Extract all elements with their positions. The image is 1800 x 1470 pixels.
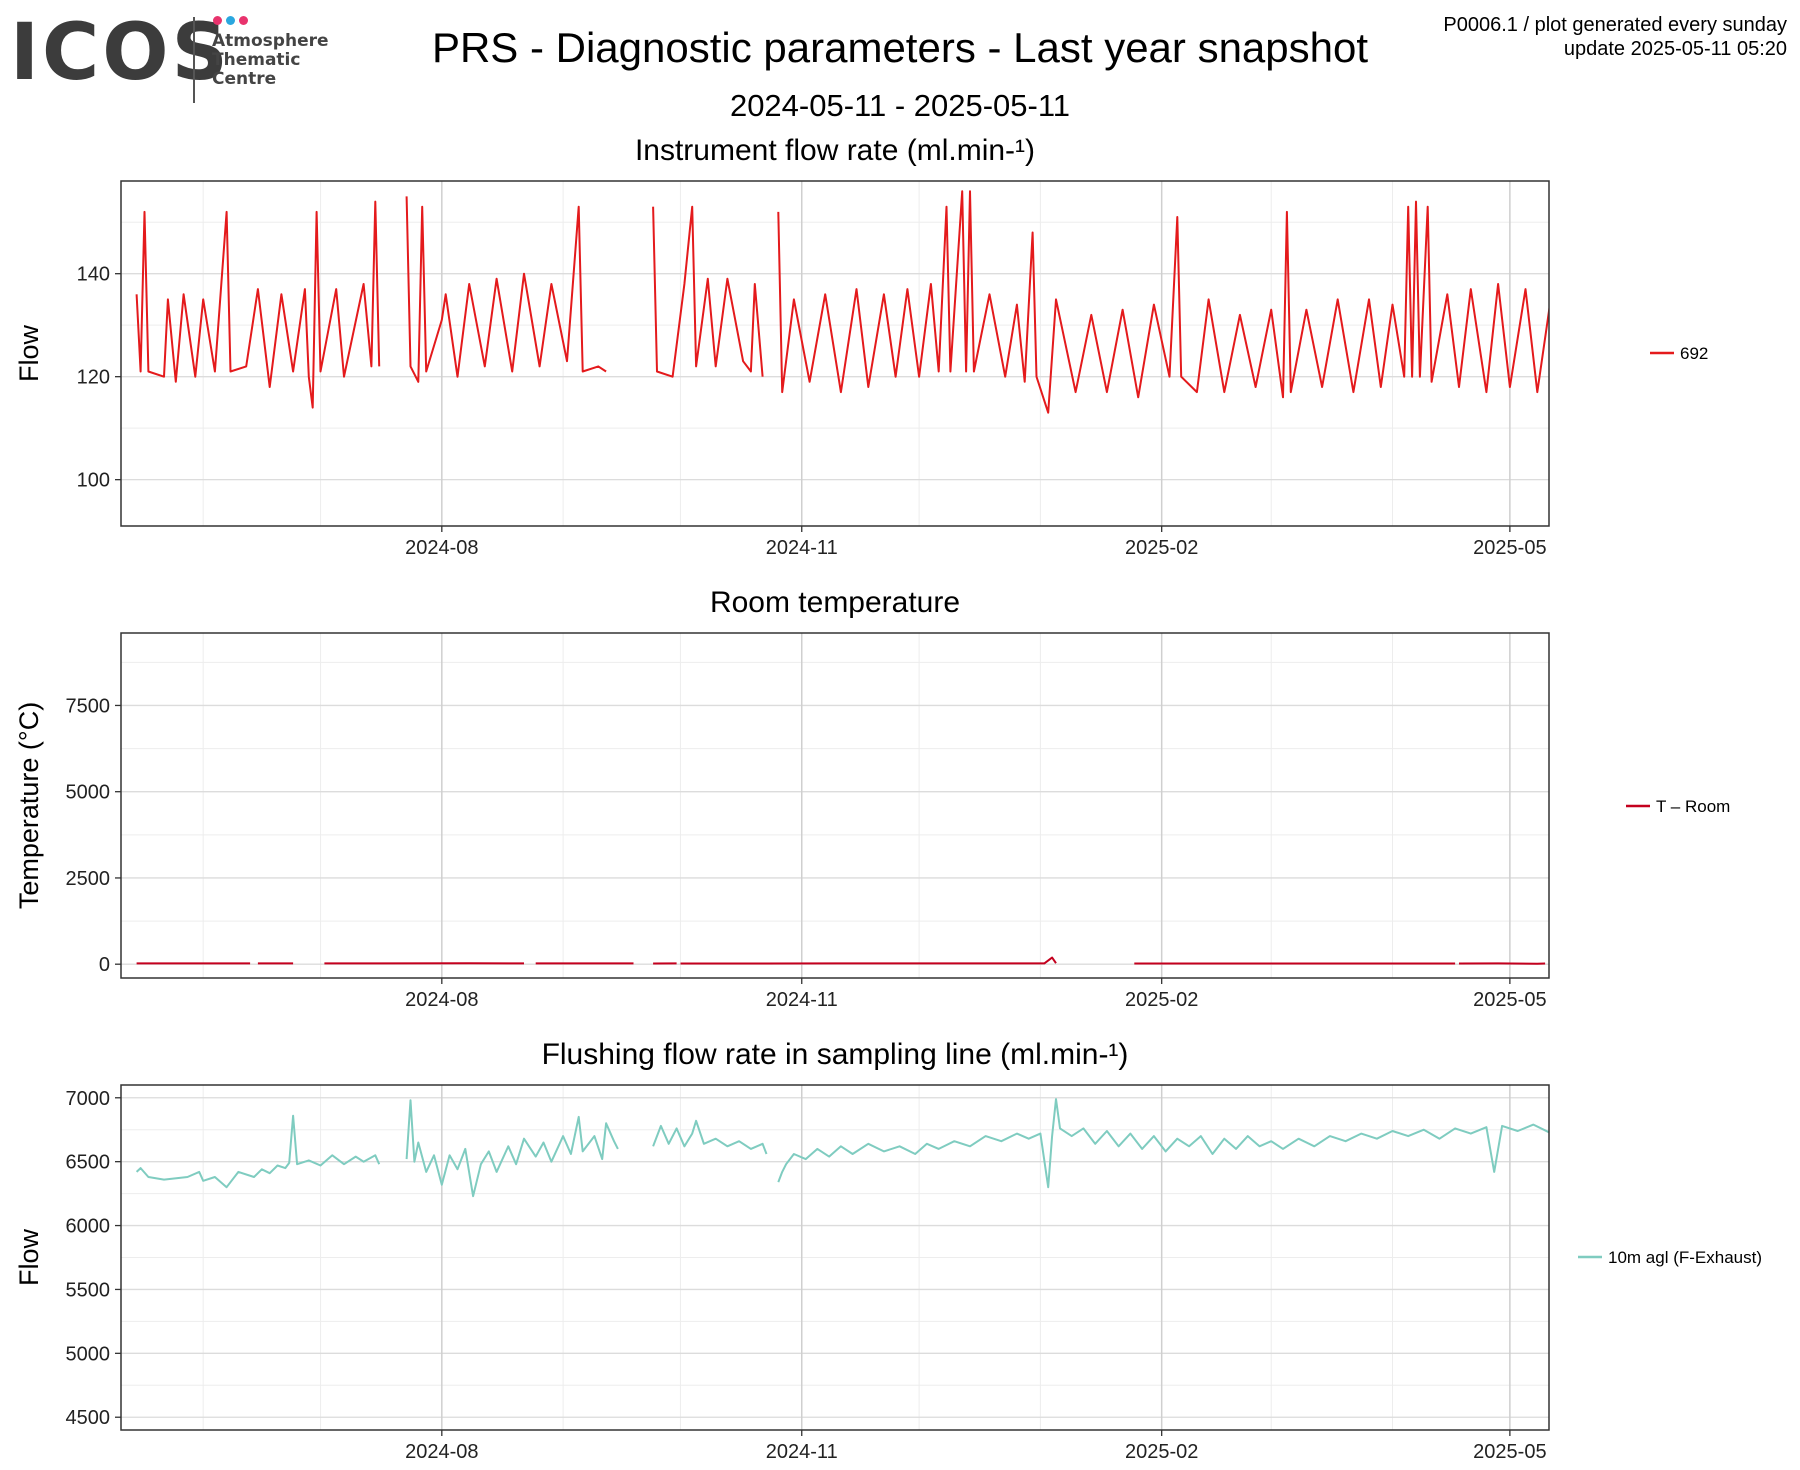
- chart-title: Flushing flow rate in sampling line (ml.…: [542, 1038, 1129, 1071]
- y-axis-label: Flow: [14, 1229, 44, 1287]
- series-line-1: [135, 190, 1549, 414]
- meta-update-time: update 2025-05-11 05:20: [1563, 38, 1787, 60]
- plot-frame: [120, 180, 1550, 527]
- logo-sub-line-1: Atmosphere: [212, 31, 329, 51]
- x-tick-label: 2024-08: [405, 1441, 478, 1463]
- y-tick-label: 7500: [66, 695, 111, 717]
- y-tick-label: 5500: [66, 1279, 111, 1301]
- chart-title: Instrument flow rate (ml.min-¹): [635, 134, 1035, 167]
- legend-label: T – Room: [1656, 797, 1730, 816]
- y-tick-label: 120: [77, 367, 110, 389]
- y-axis-label: Flow: [14, 325, 44, 383]
- legend: 692: [1650, 344, 1708, 363]
- logo-subtitle: Atmosphere Thematic Centre: [212, 32, 329, 89]
- y-tick-label: 6500: [66, 1152, 111, 1174]
- x-tick-label: 2024-08: [405, 989, 478, 1011]
- logo-dot-blue: [226, 16, 235, 25]
- x-tick-label: 2024-11: [766, 1441, 838, 1463]
- logo-dot-pink-2: [239, 16, 248, 25]
- x-tick-label: 2025-02: [1125, 989, 1198, 1011]
- logo-dot-pink: [213, 16, 222, 25]
- legend-label: 692: [1680, 344, 1708, 363]
- legend: 10m agl (F-Exhaust): [1578, 1248, 1762, 1267]
- series-line-1: [135, 1098, 1549, 1198]
- y-tick-label: 140: [77, 264, 110, 286]
- y-tick-label: 100: [77, 470, 110, 492]
- meta-plot-id: P0006.1 / plot generated every sunday: [1443, 14, 1787, 36]
- x-tick-label: 2025-05: [1473, 989, 1546, 1011]
- x-tick-label: 2025-05: [1473, 1441, 1546, 1463]
- legend: T – Room: [1626, 797, 1730, 816]
- y-axis-label: Temperature (°C): [14, 702, 44, 909]
- page-subtitle: 2024-05-11 - 2025-05-11: [729, 88, 1071, 123]
- y-tick-label: 5000: [66, 1343, 111, 1365]
- logo-divider: [193, 17, 195, 103]
- plot-meta: P0006.1 / plot generated every sunday up…: [1443, 13, 1787, 61]
- x-tick-label: 2024-11: [766, 537, 838, 559]
- y-tick-label: 7000: [66, 1088, 111, 1110]
- page-title: PRS - Diagnostic parameters - Last year …: [431, 24, 1369, 71]
- chart-panel-1: 100 120 140 2024-08 2024-11 2025-02 2025-05 Ins…: [14, 134, 1708, 559]
- y-tick-label: 5000: [66, 782, 111, 804]
- logo-sub-line-3: Centre: [212, 69, 277, 89]
- y-tick-label: 2500: [66, 868, 111, 890]
- y-tick-label: 0: [99, 954, 110, 976]
- legend-label: 10m agl (F-Exhaust): [1608, 1248, 1762, 1267]
- chart-panel-3: 4500 5000 5500 6000 6500 7000 2024-08 2024-11 20…: [14, 1038, 1762, 1463]
- chart-title: Room temperature: [710, 586, 960, 619]
- plot-frame: [120, 1084, 1550, 1431]
- plot-background: [121, 633, 1549, 978]
- x-tick-label: 2025-02: [1125, 1441, 1198, 1463]
- x-tick-label: 2025-02: [1125, 537, 1198, 559]
- y-tick-label: 4500: [66, 1407, 111, 1429]
- chart-panel-2: 0 2500 5000 7500 2024-08 2024-11 2025-02 2025-0…: [14, 586, 1730, 1011]
- x-tick-label: 2024-11: [766, 989, 838, 1011]
- logo-wordmark: ICOS: [10, 8, 231, 98]
- y-tick-label: 6000: [66, 1216, 111, 1238]
- logo-sub-line-2: Thematic: [212, 50, 301, 70]
- x-tick-label: 2025-05: [1473, 537, 1546, 559]
- plot-frame: [120, 632, 1550, 979]
- x-tick-label: 2024-08: [405, 537, 478, 559]
- series-line-1: [136, 956, 1546, 965]
